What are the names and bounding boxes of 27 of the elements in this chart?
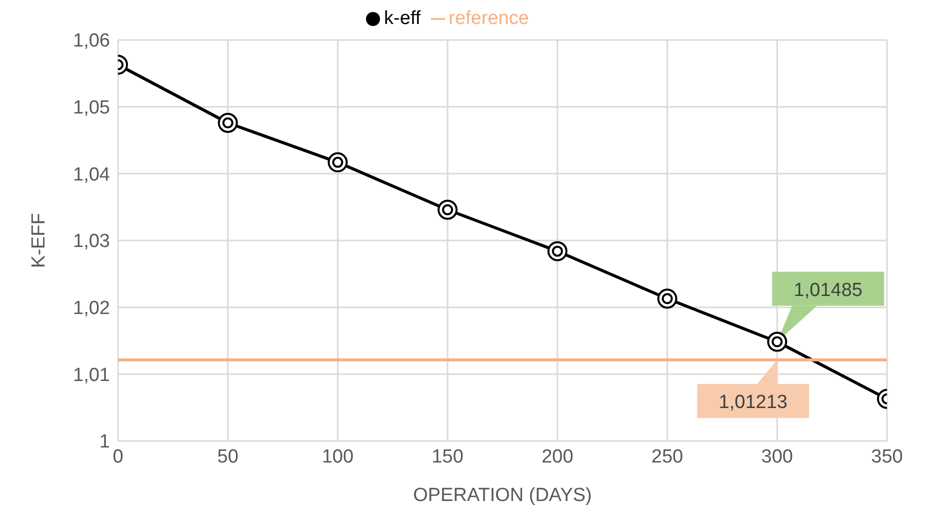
point — [438, 200, 458, 220]
x-tick-label: 300 — [761, 446, 793, 468]
x-tick-label: 250 — [651, 446, 684, 468]
legend-label: k-eff — [384, 8, 421, 29]
point — [218, 112, 238, 133]
x-tick-label: 150 — [432, 446, 464, 468]
point — [328, 152, 348, 172]
x-axis-title: OPERATION (DAYS) — [413, 485, 592, 506]
legend-label: reference — [448, 8, 529, 29]
annotation: 1,01485 — [794, 280, 862, 301]
y-tick-label: 1,02 — [73, 298, 110, 320]
y-tick-label: 1,01 — [73, 364, 110, 386]
y-tick-label: 1,03 — [73, 231, 110, 252]
y-tick-label: 1 — [99, 432, 110, 453]
y-tick-label: 1,05 — [73, 98, 110, 119]
x-tick-label: 200 — [542, 446, 574, 468]
x-tick-label: 50 — [217, 446, 238, 468]
annotation: 1,01213 — [718, 392, 788, 413]
point — [657, 288, 678, 309]
y-axis-title: K-EFF — [28, 213, 50, 268]
y-tick-label: 1,04 — [73, 164, 110, 186]
point — [767, 332, 788, 352]
x-tick-label: 0 — [112, 446, 124, 468]
x-tick-label: 100 — [322, 446, 354, 468]
x-tick-label: 350 — [871, 446, 903, 468]
y-tick-label: 1,06 — [73, 30, 110, 52]
point — [547, 241, 568, 262]
